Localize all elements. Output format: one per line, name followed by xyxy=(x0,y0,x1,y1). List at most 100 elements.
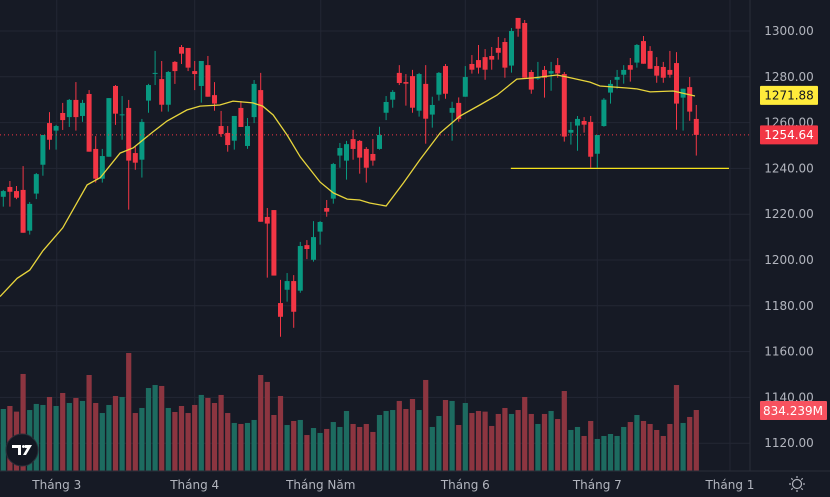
time-axis[interactable]: Tháng 3 Tháng 4 Tháng Năm Tháng 6 Tháng 7 Thá… xyxy=(31,478,754,492)
tradingview-logo[interactable] xyxy=(5,433,39,467)
candle-body xyxy=(528,71,534,90)
candle-body xyxy=(627,65,633,70)
candle-body xyxy=(383,101,389,113)
candle-body xyxy=(304,245,310,250)
candle xyxy=(317,221,323,245)
volume-bar xyxy=(561,391,567,471)
candle xyxy=(350,129,356,160)
volume-bar xyxy=(198,394,204,471)
price-tick-label: 1180.00 xyxy=(764,299,814,313)
candle-body xyxy=(330,164,336,199)
candle xyxy=(429,96,435,128)
candle-body xyxy=(416,74,422,111)
candle xyxy=(654,57,660,83)
candle xyxy=(113,85,118,125)
tradingview-logo-icon xyxy=(12,445,32,455)
candle xyxy=(218,110,224,138)
time-tick-label: Tháng Năm xyxy=(285,478,355,492)
volume-bar xyxy=(185,413,191,471)
candle xyxy=(106,98,112,157)
candle-body xyxy=(159,79,165,105)
volume-bar xyxy=(482,411,488,471)
volume-bar xyxy=(112,395,119,471)
candle xyxy=(561,71,567,142)
volume-bar xyxy=(475,410,482,471)
candle-body xyxy=(344,144,349,161)
volume-bar xyxy=(99,413,105,471)
candle xyxy=(53,124,59,150)
candle-body xyxy=(594,134,600,154)
candle xyxy=(159,60,165,112)
candle xyxy=(231,115,237,150)
candle xyxy=(93,136,99,183)
volume-bar xyxy=(33,403,39,471)
candle-body xyxy=(146,85,151,101)
candle-body xyxy=(33,174,39,194)
ma-value-label: 1271.88 xyxy=(764,88,814,102)
candle-body xyxy=(27,203,33,231)
candle xyxy=(515,17,521,37)
candle xyxy=(284,273,290,302)
volume-bar xyxy=(271,414,277,471)
volume-bar xyxy=(396,400,402,471)
volume-bar xyxy=(291,420,297,471)
sun-icon xyxy=(791,478,803,490)
candle-body xyxy=(205,65,211,97)
candle xyxy=(509,28,514,73)
candle xyxy=(390,90,396,108)
volume-bar xyxy=(555,419,561,471)
candle-body xyxy=(390,91,396,100)
candle-body xyxy=(693,118,699,135)
volume-bar xyxy=(568,429,574,471)
candle-body xyxy=(667,69,673,75)
volume-bar xyxy=(324,428,330,471)
volume-bar xyxy=(0,408,6,471)
candle-body xyxy=(7,186,13,192)
candle xyxy=(337,142,343,168)
candle xyxy=(291,275,297,328)
candle-body xyxy=(641,41,646,64)
candle xyxy=(495,36,501,60)
candle-body xyxy=(614,77,620,80)
volume-bar xyxy=(574,426,581,471)
candle-body xyxy=(218,126,224,135)
volume-bar xyxy=(251,419,257,471)
time-tick-label: Tháng 3 xyxy=(31,478,81,492)
volume-bar xyxy=(284,425,290,471)
candle xyxy=(601,98,607,127)
candle-body xyxy=(423,83,429,119)
volume-bar xyxy=(192,404,198,471)
time-tick-label: Tháng 7 xyxy=(572,478,622,492)
candle xyxy=(297,241,303,293)
candle-body xyxy=(410,76,415,108)
candle xyxy=(132,145,138,170)
volume-bar xyxy=(462,402,468,471)
volume-bar xyxy=(20,373,26,471)
candle-body xyxy=(561,74,567,137)
volume-bar xyxy=(667,423,673,471)
volume-bar xyxy=(634,414,640,471)
candle xyxy=(172,60,178,84)
volume-bar xyxy=(456,425,462,471)
candle xyxy=(119,96,125,140)
candle-body xyxy=(396,72,402,83)
candle-body xyxy=(258,90,264,222)
price-axis[interactable]: 1300.001280.001260.001240.001220.001200.… xyxy=(764,24,814,450)
price-tick-label: 1160.00 xyxy=(764,345,814,359)
candle xyxy=(258,72,264,222)
candle-body xyxy=(291,281,297,312)
candle-body xyxy=(469,63,475,70)
volume-bar xyxy=(53,405,59,471)
candle xyxy=(264,208,270,278)
candle-body xyxy=(509,31,514,66)
last-price-label: 1254.64 xyxy=(764,128,814,142)
candle-body xyxy=(113,85,118,114)
candle xyxy=(330,162,336,204)
candle xyxy=(621,65,627,84)
volume-bar xyxy=(370,431,376,471)
settings-button[interactable] xyxy=(789,476,805,492)
moving-average-line xyxy=(0,74,696,298)
candle-body xyxy=(212,95,217,104)
